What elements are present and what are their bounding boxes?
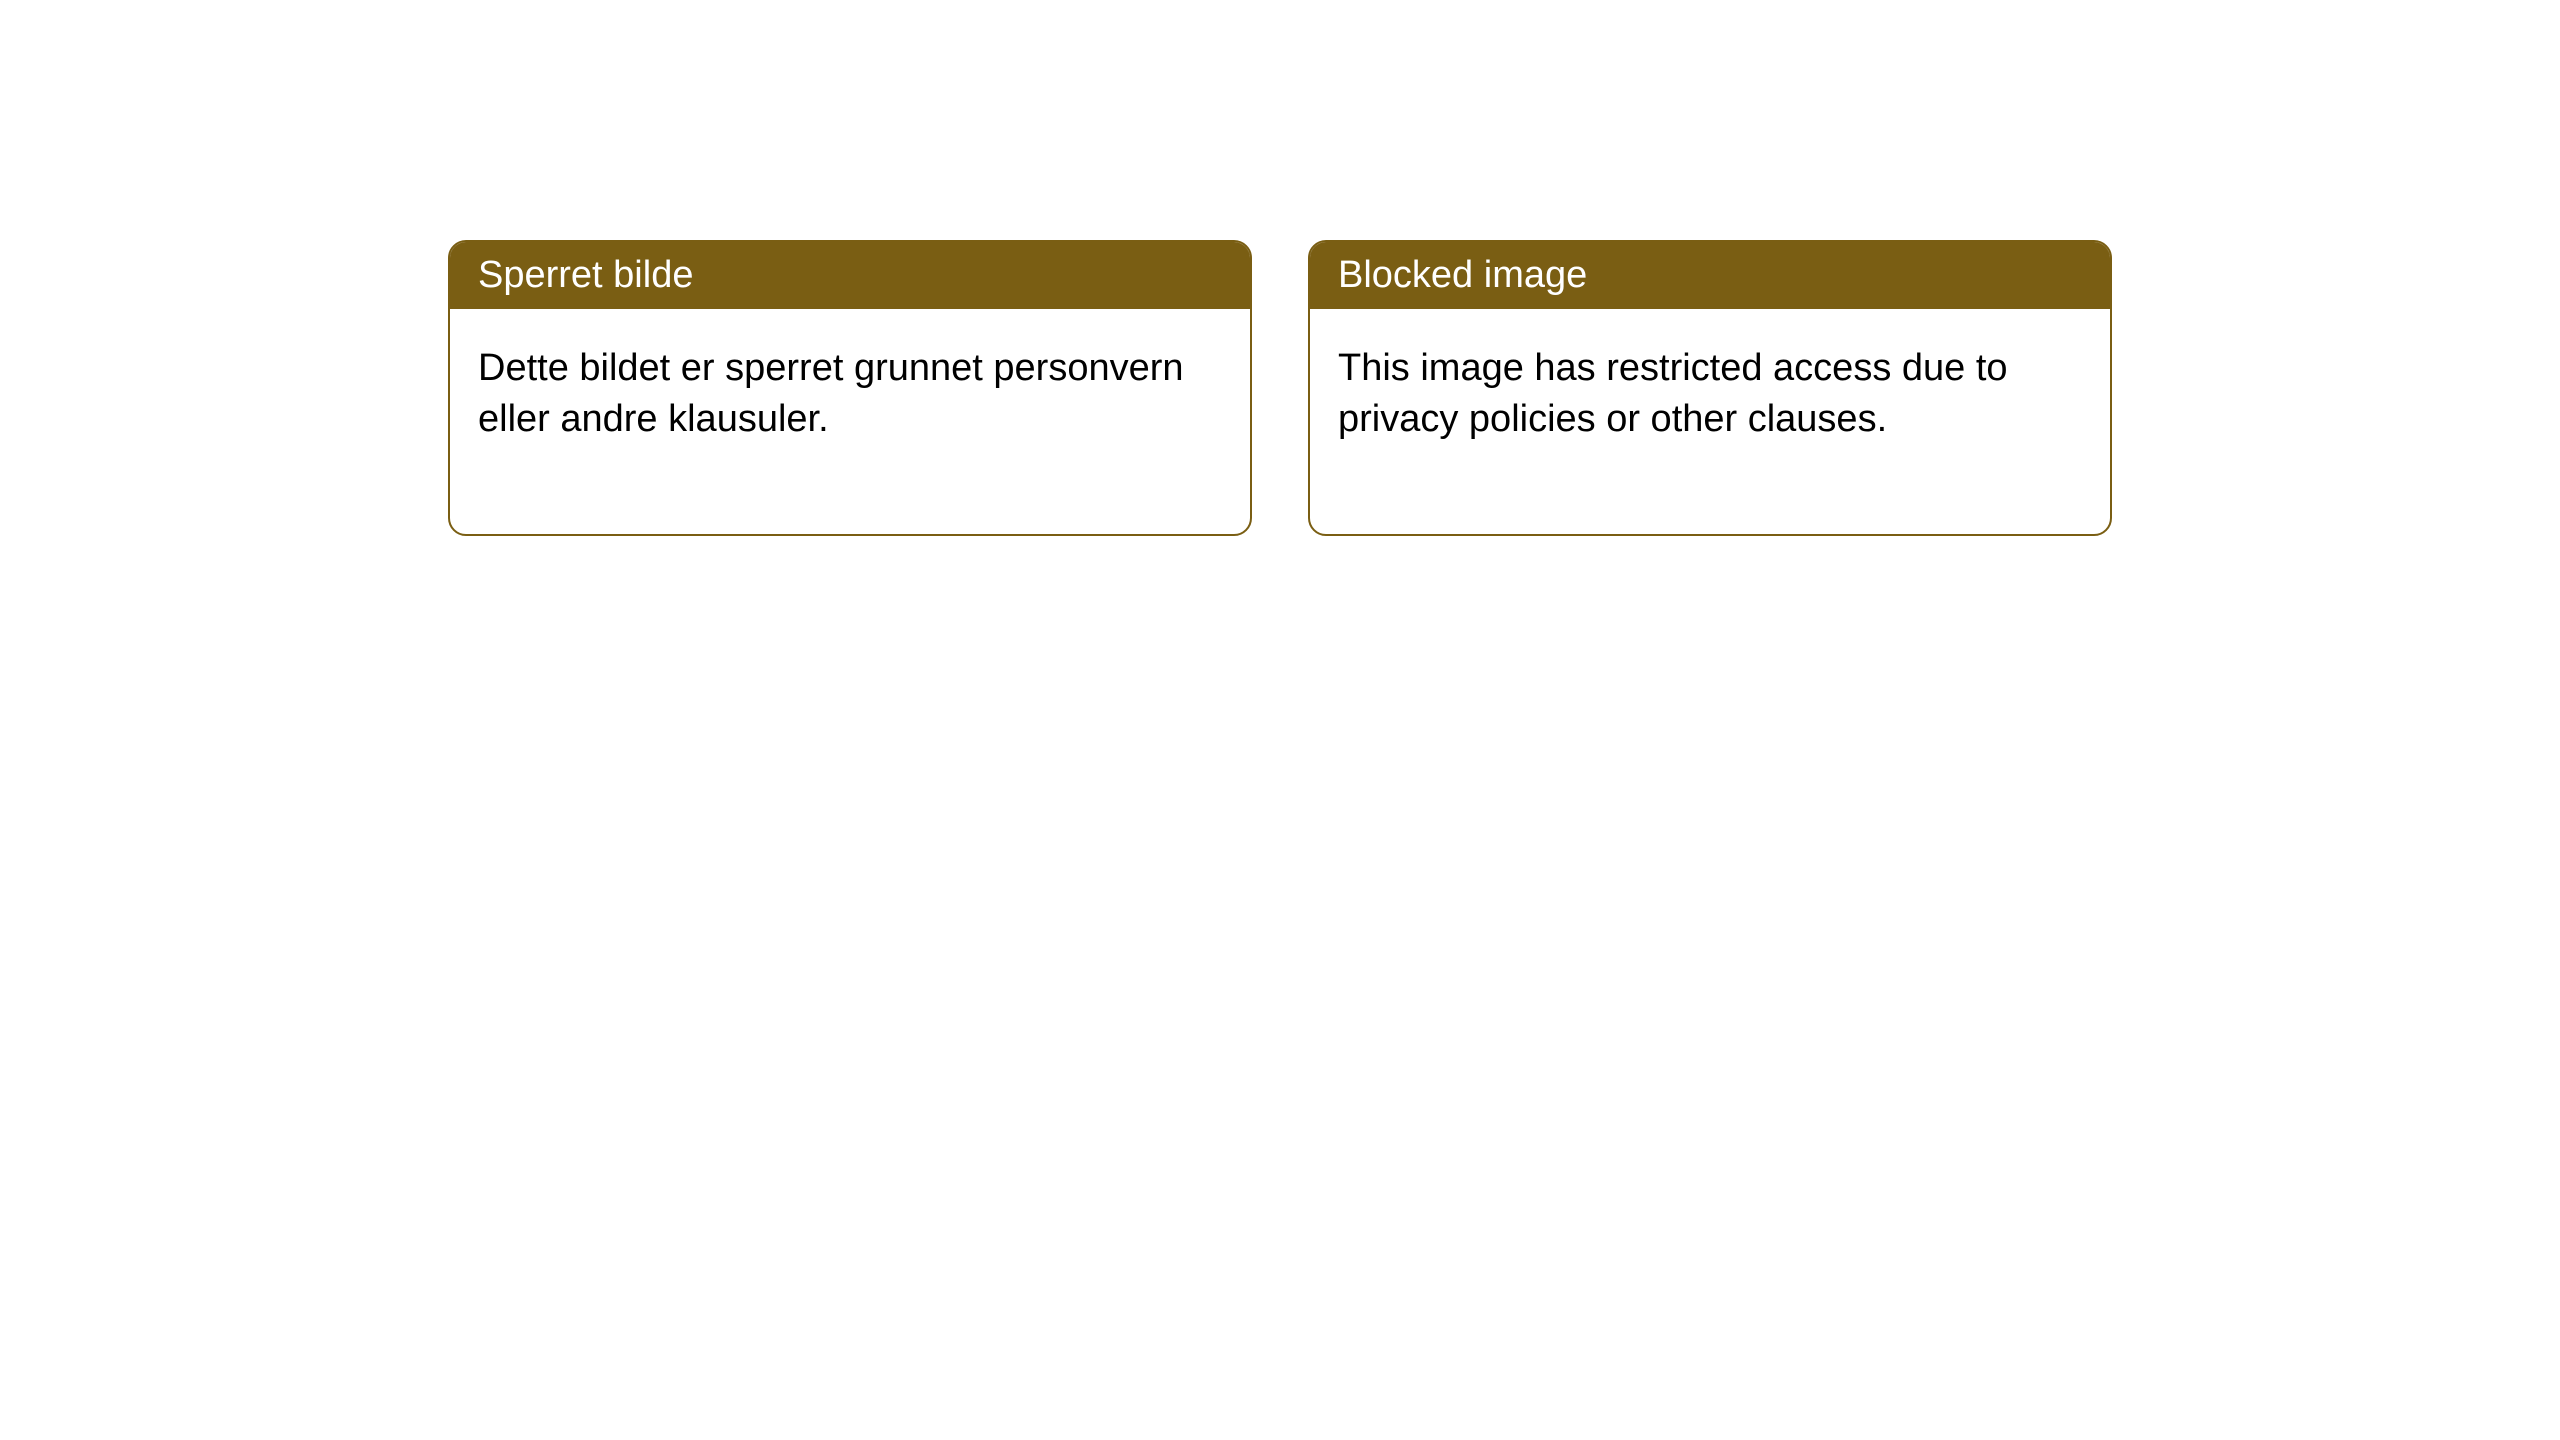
blocked-image-notice-en: Blocked image This image has restricted … xyxy=(1308,240,2112,536)
notice-title: Blocked image xyxy=(1310,242,2110,309)
blocked-image-notice-no: Sperret bilde Dette bildet er sperret gr… xyxy=(448,240,1252,536)
notice-title: Sperret bilde xyxy=(450,242,1250,309)
notice-body: This image has restricted access due to … xyxy=(1310,309,2110,534)
notice-container: Sperret bilde Dette bildet er sperret gr… xyxy=(0,0,2560,536)
notice-body: Dette bildet er sperret grunnet personve… xyxy=(450,309,1250,534)
